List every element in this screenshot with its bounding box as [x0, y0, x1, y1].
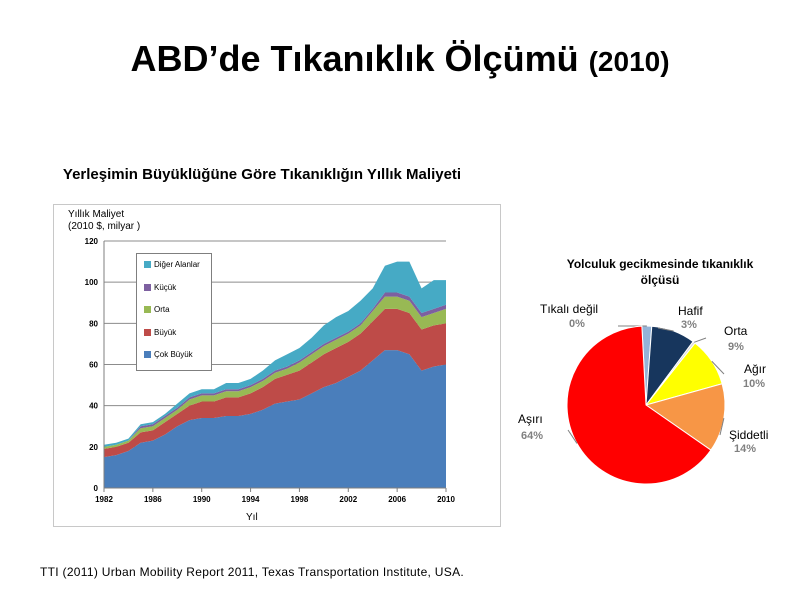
pie-leader-line — [657, 327, 674, 332]
pie-chart: Tıkalı değil 0% Hafif 3% Orta 9% Ağır 10% Şiddet… — [500, 290, 800, 510]
pie-slice-percent: 9% — [728, 341, 744, 353]
area-chart: 0 20 40 60 80 100 120 1982 1986 1990 1994 1998 2002 2… — [53, 204, 501, 527]
pie-slice — [644, 383, 726, 451]
pie-slice-percent: 0% — [569, 318, 585, 330]
pie-slice-label: Tıkalı değil — [540, 302, 599, 316]
x-tick-label: 2006 — [388, 495, 406, 504]
pie-leader-line — [719, 418, 725, 436]
legend-label: Çok Büyük — [154, 350, 193, 359]
pie-slice-label: Şiddetli — [729, 428, 769, 442]
pie-slice-label: Hafif — [678, 304, 703, 318]
slide-title-text: ABD’de Tıkanıklık Ölçümü — [130, 38, 579, 79]
slide-title: ABD’de Tıkanıklık Ölçümü (2010) — [0, 38, 800, 80]
x-tick-label: 1994 — [242, 495, 260, 504]
area-chart-xlabel: Yıl — [246, 512, 258, 523]
legend-item: Orta — [144, 305, 170, 314]
y-tick-label: 60 — [89, 361, 98, 370]
y-tick-label: 120 — [85, 237, 99, 246]
x-tick-label: 1990 — [193, 495, 211, 504]
pie-chart-title: Yolculuk gecikmesinde tıkanıklık ölçüsü — [566, 257, 754, 287]
x-tick-label: 2010 — [437, 495, 455, 504]
legend-swatch — [144, 328, 151, 336]
pie-leader-line — [567, 429, 578, 444]
pie-slice-percent: 64% — [521, 430, 544, 442]
legend-swatch — [144, 351, 151, 359]
area-series-çok-büyük — [104, 350, 446, 488]
pie-slice-label: Orta — [724, 324, 748, 338]
legend-swatch — [144, 283, 151, 291]
y-tick-label: 40 — [89, 402, 98, 411]
pie-slice-percent: 3% — [681, 319, 697, 331]
area-series-diğer-alanlar — [104, 261, 446, 447]
pie-chart-svg — [566, 325, 726, 485]
pie-leader-line — [711, 360, 725, 375]
area-chart-title: Yerleşimin Büyüklüğüne Göre Tıkanıklığın… — [62, 166, 462, 183]
legend-swatch — [144, 306, 151, 314]
legend-label: Diğer Alanlar — [154, 260, 200, 269]
pie-slice-label: Ağır — [744, 362, 767, 376]
pie-leader-line — [693, 337, 707, 343]
pie-slice-percent: 10% — [743, 378, 766, 390]
y-tick-label: 100 — [85, 278, 99, 287]
legend-label: Büyük — [154, 327, 177, 337]
area-chart-svg: 0 20 40 60 80 100 120 1982 1986 1990 1994 1998 2002 2… — [85, 237, 456, 504]
x-tick-label: 2002 — [339, 495, 357, 504]
pie-slice — [566, 325, 712, 485]
pie-slice-percent: 14% — [734, 443, 757, 455]
legend-item: Büyük — [144, 328, 176, 337]
pie-slice-label: Aşırı — [518, 412, 543, 426]
legend-label: Küçük — [154, 282, 177, 292]
legend-item: Çok Büyük — [144, 350, 193, 359]
area-chart-legend: Diğer Alanlar Küçük Orta Büyük Çok Büyük — [136, 253, 212, 371]
legend-item: Diğer Alanlar — [144, 260, 200, 269]
slide-title-year: (2010) — [588, 46, 670, 77]
legend-swatch — [144, 261, 151, 269]
area-chart-ylabel: Yıllık Maliyet (2010 $, milyar ) — [68, 209, 141, 232]
legend-item: Küçük — [144, 283, 176, 292]
source-citation: TTI (2011) Urban Mobility Report 2011, T… — [40, 565, 465, 579]
y-tick-label: 80 — [89, 319, 98, 328]
y-tick-label: 0 — [94, 484, 99, 493]
legend-label: Orta — [154, 305, 170, 314]
y-tick-label: 20 — [89, 443, 98, 452]
x-tick-label: 1986 — [144, 495, 162, 504]
x-tick-label: 1998 — [291, 495, 309, 504]
x-tick-label: 1982 — [95, 495, 113, 504]
